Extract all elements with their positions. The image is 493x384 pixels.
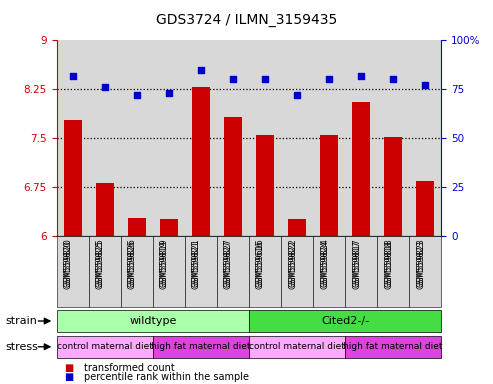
Bar xyxy=(96,183,113,236)
Bar xyxy=(89,40,121,236)
Text: GSM559818: GSM559818 xyxy=(384,238,393,287)
Text: transformed count: transformed count xyxy=(84,363,175,373)
Text: Cited2-/-: Cited2-/- xyxy=(321,316,369,326)
Bar xyxy=(417,181,434,236)
Text: GSM559823: GSM559823 xyxy=(416,238,425,287)
Text: GSM559822: GSM559822 xyxy=(288,238,297,287)
Text: percentile rank within the sample: percentile rank within the sample xyxy=(84,372,249,382)
Text: GSM559827: GSM559827 xyxy=(224,238,233,287)
Bar xyxy=(281,40,313,236)
Text: GSM559825: GSM559825 xyxy=(96,238,105,287)
Point xyxy=(293,92,301,98)
Text: GSM559823: GSM559823 xyxy=(416,240,425,289)
Bar xyxy=(185,40,217,236)
Text: GSM559818: GSM559818 xyxy=(384,240,393,289)
Text: GDS3724 / ILMN_3159435: GDS3724 / ILMN_3159435 xyxy=(156,13,337,27)
Bar xyxy=(217,40,249,236)
Text: GSM559820: GSM559820 xyxy=(64,240,73,289)
Bar xyxy=(57,40,89,236)
Text: strain: strain xyxy=(5,316,37,326)
Point xyxy=(197,67,205,73)
Point xyxy=(389,76,397,83)
Bar xyxy=(352,102,370,236)
Bar xyxy=(153,40,185,236)
Point xyxy=(357,73,365,79)
Bar xyxy=(192,87,210,236)
Text: GSM559826: GSM559826 xyxy=(128,238,137,287)
Text: GSM559819: GSM559819 xyxy=(160,240,169,289)
Text: ■: ■ xyxy=(64,363,73,373)
Bar xyxy=(256,135,274,236)
Bar xyxy=(224,118,242,236)
Text: GSM559824: GSM559824 xyxy=(320,240,329,289)
Text: control maternal diet: control maternal diet xyxy=(249,342,345,351)
Point xyxy=(261,76,269,83)
Text: GSM559616: GSM559616 xyxy=(256,238,265,287)
Text: GSM559820: GSM559820 xyxy=(64,238,73,287)
Text: GSM559826: GSM559826 xyxy=(128,240,137,289)
Point xyxy=(421,82,429,88)
Text: GSM559824: GSM559824 xyxy=(320,238,329,287)
Bar xyxy=(345,40,377,236)
Bar xyxy=(320,135,338,236)
Bar xyxy=(160,219,177,236)
Bar xyxy=(385,137,402,236)
Text: GSM559821: GSM559821 xyxy=(192,238,201,287)
Bar xyxy=(128,218,145,236)
Bar xyxy=(377,40,409,236)
Text: ■: ■ xyxy=(64,372,73,382)
Text: wildtype: wildtype xyxy=(129,316,176,326)
Text: high fat maternal diet: high fat maternal diet xyxy=(151,342,250,351)
Point xyxy=(325,76,333,83)
Bar xyxy=(409,40,441,236)
Bar xyxy=(288,219,306,236)
Text: stress: stress xyxy=(5,342,38,352)
Text: high fat maternal diet: high fat maternal diet xyxy=(344,342,443,351)
Bar xyxy=(64,120,81,236)
Bar xyxy=(313,40,345,236)
Point xyxy=(101,84,108,90)
Text: GSM559819: GSM559819 xyxy=(160,238,169,287)
Bar xyxy=(249,40,281,236)
Text: GSM559821: GSM559821 xyxy=(192,240,201,289)
Bar xyxy=(121,40,153,236)
Point xyxy=(165,90,173,96)
Text: GSM559817: GSM559817 xyxy=(352,240,361,289)
Text: GSM559827: GSM559827 xyxy=(224,240,233,289)
Text: GSM559616: GSM559616 xyxy=(256,240,265,289)
Text: control maternal diet: control maternal diet xyxy=(57,342,153,351)
Point xyxy=(69,73,77,79)
Point xyxy=(229,76,237,83)
Text: GSM559817: GSM559817 xyxy=(352,238,361,287)
Point xyxy=(133,92,141,98)
Text: GSM559822: GSM559822 xyxy=(288,240,297,289)
Text: GSM559825: GSM559825 xyxy=(96,240,105,289)
